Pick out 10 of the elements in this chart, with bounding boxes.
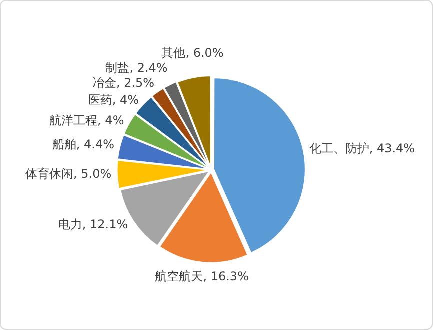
slice-label: 冶金, 2.5%	[92, 76, 155, 90]
slice-label: 航空航天, 16.3%	[155, 270, 249, 284]
slice-label: 医药, 4%	[88, 93, 140, 108]
slice-label: 电力, 12.1%	[58, 217, 128, 232]
slice-label: 化工、防护, 43.4%	[309, 141, 416, 156]
slice-label: 船舶, 4.4%	[52, 138, 115, 152]
slice-label: 其他, 6.0%	[162, 46, 224, 60]
slice-label: 体育休闲, 5.0%	[25, 166, 112, 181]
slice-label: 制盐, 2.4%	[106, 60, 168, 75]
slice-label: 航洋工程, 4%	[50, 113, 124, 128]
